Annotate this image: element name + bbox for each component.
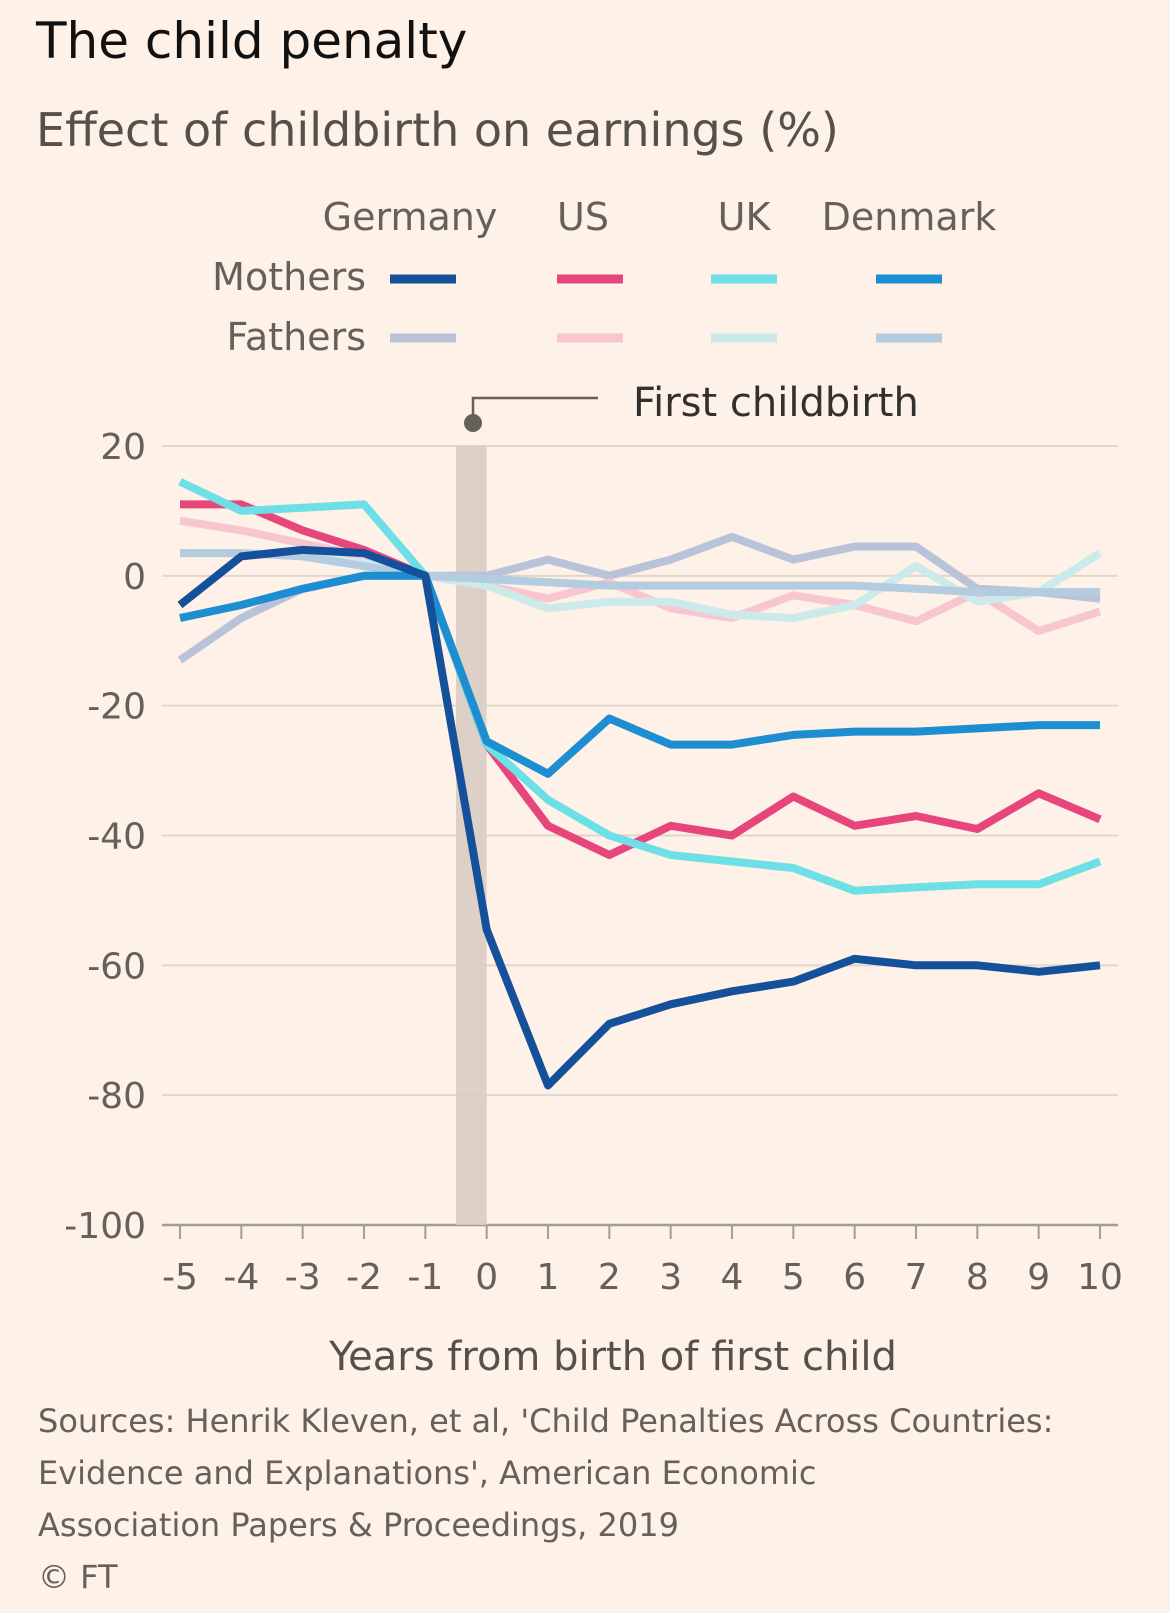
- x-tick-label: 9: [1027, 1257, 1050, 1298]
- source-note: Sources: Henrik Kleven, et al, 'Child Pe…: [38, 1402, 1053, 1596]
- x-tick-label: -4: [223, 1257, 259, 1298]
- y-tick-label: -100: [64, 1206, 146, 1247]
- source-line-2: Evidence and Explanations', American Eco…: [38, 1454, 816, 1492]
- y-tick-label: -60: [87, 946, 146, 987]
- chart-title: The child penalty: [35, 12, 467, 70]
- x-tick-label: -1: [407, 1257, 443, 1298]
- x-tick-label: 2: [598, 1257, 621, 1298]
- x-tick-label: 6: [843, 1257, 866, 1298]
- y-axis-ticks: 20 0 -20 -40 -60 -80 -100: [64, 427, 146, 1247]
- chart-subtitle: Effect of childbirth on earnings (%): [36, 103, 839, 157]
- y-tick-label: -80: [87, 1076, 146, 1117]
- mothers-uk-line: [178, 478, 1102, 895]
- mothers-denmark-line: [179, 571, 1100, 778]
- annotation-leader-line: [471, 396, 598, 422]
- legend-column-germany: Germany: [323, 195, 498, 239]
- x-tick-label: 4: [721, 1257, 744, 1298]
- mothers-germany-line: [177, 545, 1101, 1090]
- mothers-us-line: [180, 500, 1102, 859]
- x-axis: -5 -4 -3 -2 -1 0 1 2 3 4 5 6 7 8 9 10: [162, 1225, 1123, 1298]
- x-tick-label: 8: [966, 1257, 989, 1298]
- source-line-1: Sources: Henrik Kleven, et al, 'Child Pe…: [38, 1402, 1053, 1440]
- credit: © FT: [38, 1558, 118, 1596]
- first-childbirth-annotation: First childbirth: [464, 380, 919, 432]
- x-tick-label: 1: [537, 1257, 560, 1298]
- series-lines: [177, 478, 1103, 1090]
- fathers-denmark-line: [180, 549, 1100, 597]
- annotation-label: First childbirth: [633, 380, 919, 426]
- x-tick-label: 5: [782, 1257, 805, 1298]
- legend: Germany US UK Denmark Mothers Fathers: [212, 195, 996, 359]
- y-tick-label: 0: [123, 557, 146, 598]
- annotation-dot: [464, 414, 482, 432]
- x-tick-label: -3: [285, 1257, 321, 1298]
- y-tick-label: 20: [100, 427, 146, 468]
- x-tick-label: 3: [659, 1257, 682, 1298]
- x-tick-label: 0: [475, 1257, 498, 1298]
- x-axis-title: Years from birth of first child: [328, 1334, 897, 1380]
- legend-row-mothers: Mothers: [212, 255, 366, 299]
- legend-column-us: US: [557, 195, 609, 239]
- y-tick-label: -20: [87, 687, 146, 728]
- legend-column-uk: UK: [718, 195, 772, 239]
- x-tick-label: 7: [905, 1257, 928, 1298]
- legend-row-fathers: Fathers: [227, 315, 366, 359]
- x-tick-label: -2: [346, 1257, 382, 1298]
- x-tick-label: -5: [162, 1257, 198, 1298]
- gridlines: [162, 445, 1118, 1227]
- x-tick-label: 10: [1077, 1257, 1123, 1298]
- y-tick-label: -40: [87, 817, 146, 858]
- legend-column-denmark: Denmark: [822, 195, 997, 239]
- source-line-3: Association Papers & Proceedings, 2019: [38, 1506, 679, 1544]
